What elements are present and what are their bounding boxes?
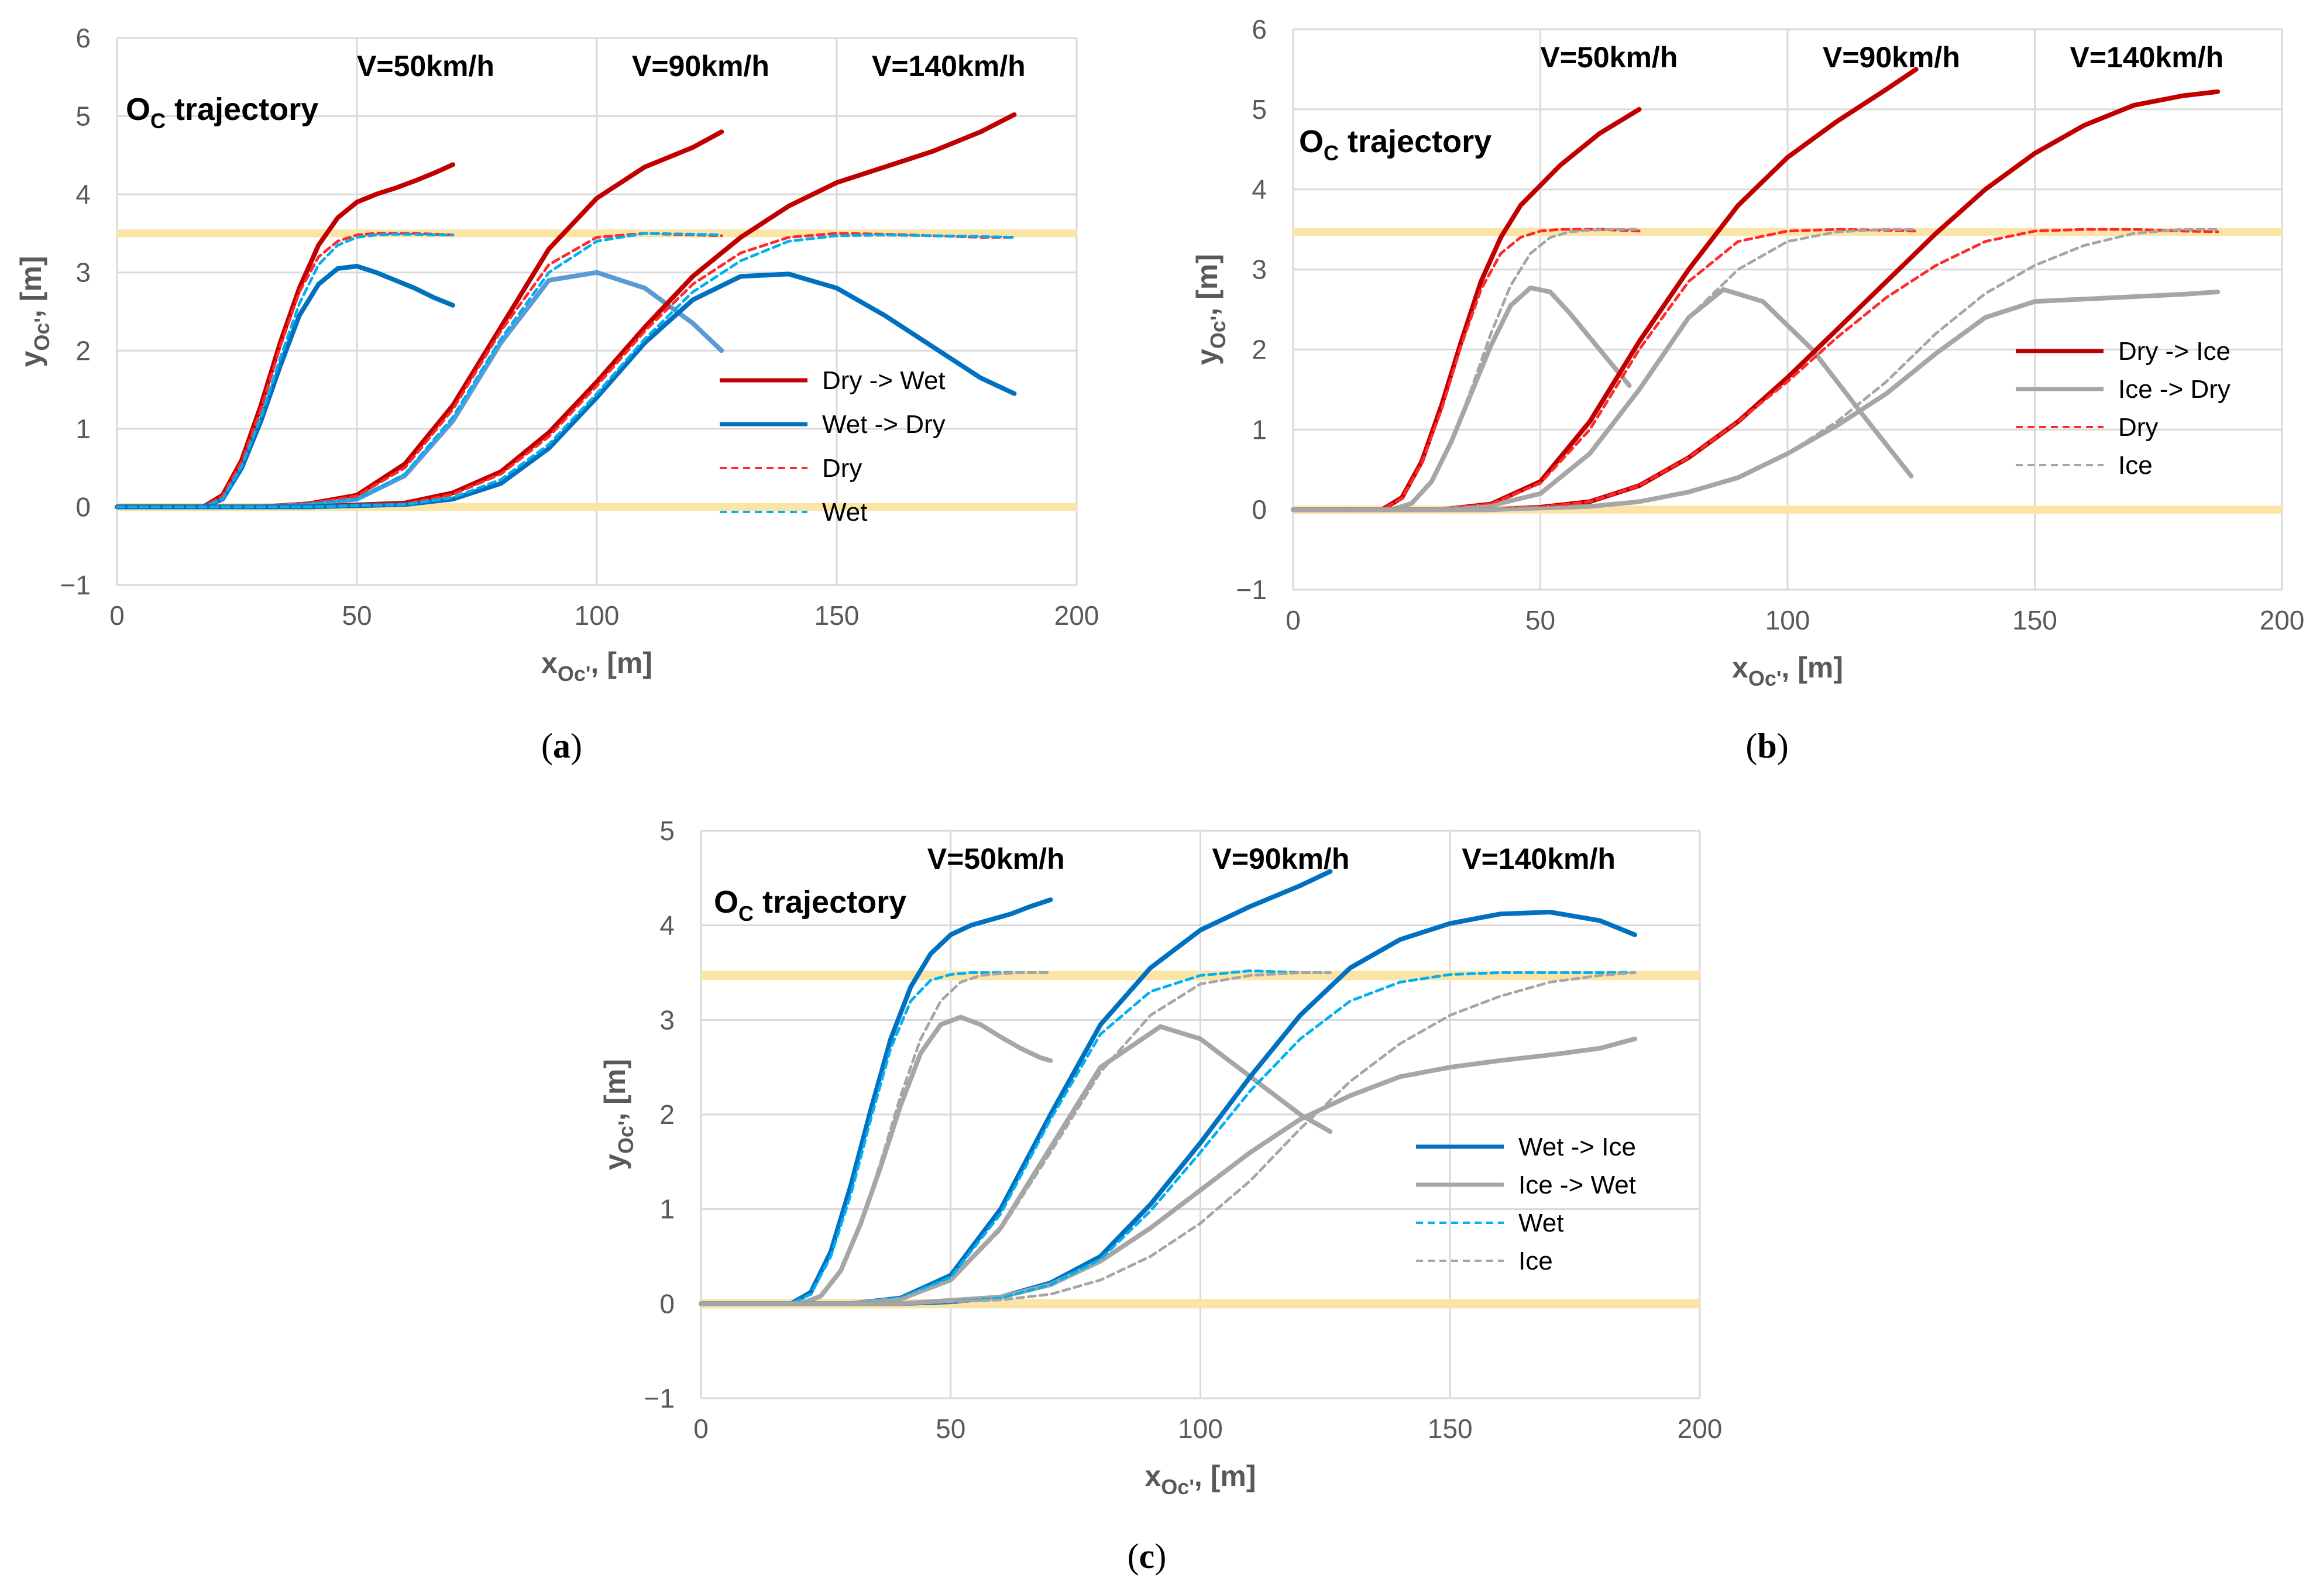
speed-label: V=140km/h [1462,842,1616,875]
y-tick-label: 6 [1252,14,1267,44]
panel-label: (a) [541,727,582,765]
series-line [699,1014,1053,1306]
series-line [1291,106,1642,512]
series-line [1291,228,1918,511]
chart-title: OC trajectory [1299,124,1491,165]
chart-panel-b: 0 50 100 150 200 −1 0 1 2 3 4 5 6 xOc', [m] yOc', [m] V… [1191,14,2304,765]
legend-label: Wet -> Dry [822,410,946,439]
y-tick-label: −1 [1236,575,1267,605]
legend-label: Wet -> Ice [1518,1133,1636,1161]
x-axis-label: xOc', [m] [1732,651,1843,690]
speed-label: V=50km/h [927,842,1065,875]
series-line [1291,228,1918,511]
legend-label: Ice [2118,451,2153,480]
series-line [699,971,1637,1305]
legend-label: Ice -> Dry [2118,375,2230,404]
chart-title: OC trajectory [714,885,906,926]
series-line [1291,228,2219,511]
y-axis-label: yOc', [m] [599,1059,638,1170]
speed-label: V=140km/h [2070,41,2224,74]
series-line [1291,228,2219,511]
x-axis-label: xOc', [m] [541,646,652,686]
x-axis-label: xOc', [m] [1145,1460,1256,1499]
x-tick-label: 150 [2012,605,2057,635]
chart-panel-a: 0 50 100 150 200 −1 0 1 2 3 4 5 6 xOc', [m] yOc', [m] V… [15,23,1099,765]
x-tick-label: 0 [109,600,125,631]
y-tick-label: 4 [659,910,675,941]
speed-label: V=50km/h [357,50,494,82]
y-tick-label: 0 [1252,494,1267,525]
y-tick-label: 4 [75,179,91,209]
y-tick-label: −1 [60,570,91,600]
series-line [115,233,1016,508]
series-line [115,232,455,508]
speed-label: V=90km/h [1823,41,1960,74]
series-line [115,232,723,508]
legend-label: Dry -> Ice [2118,337,2230,366]
y-tick-label: 1 [659,1194,675,1224]
series-line [1291,286,1632,512]
legend-label: Ice -> Wet [1518,1171,1636,1199]
legend-label: Wet [822,498,867,527]
x-tick-label: 50 [342,600,372,631]
panel-label: (b) [1745,727,1788,765]
panel-label: (c) [1128,1537,1167,1576]
y-tick-label: 6 [75,23,91,53]
y-tick-label: 0 [75,491,91,522]
y-tick-label: 1 [75,414,91,444]
x-tick-label: 0 [693,1413,709,1444]
x-tick-label: 200 [1678,1413,1723,1444]
y-tick-label: 2 [659,1099,675,1130]
chart-title: OC trajectory [126,92,318,133]
series-line [1291,228,1641,511]
series-line [699,971,1637,1305]
y-axis-label: yOc', [m] [15,256,54,367]
legend-label: Dry -> Wet [822,366,946,395]
series-line [115,232,1016,508]
y-tick-label: 0 [659,1288,675,1319]
x-tick-label: 100 [1178,1413,1223,1444]
speed-label: V=90km/h [1212,842,1350,875]
series-line [115,232,723,508]
speed-label: V=90km/h [632,50,769,82]
y-tick-label: 4 [1252,174,1267,205]
x-tick-label: 200 [1054,600,1099,631]
y-tick-label: −1 [644,1383,675,1413]
series-line [699,971,1052,1305]
y-tick-label: 2 [1252,334,1267,364]
series-line [115,112,1017,510]
legend-label: Dry [822,454,862,483]
x-tick-label: 100 [1765,605,1810,635]
x-tick-label: 200 [2260,605,2305,635]
legend-label: Dry [2118,413,2158,442]
y-tick-label: 5 [75,101,91,132]
series-line [699,971,1332,1305]
legend-label: Ice [1518,1247,1553,1275]
x-tick-label: 150 [814,600,860,631]
series-line [699,971,1052,1305]
y-tick-label: 2 [75,335,91,366]
series-line [699,1036,1637,1306]
y-tick-label: 3 [659,1005,675,1035]
y-axis-label: yOc', [m] [1191,254,1230,365]
series-line [699,869,1333,1306]
x-tick-label: 0 [1286,605,1301,635]
y-tick-label: 5 [659,816,675,846]
y-tick-label: 1 [1252,414,1267,445]
speed-label: V=50km/h [1541,41,1678,74]
legend-label: Wet [1518,1209,1563,1237]
chart-panel-c: 0 50 100 150 200 −1 0 1 2 3 4 5 xOc', [m] yOc', [m] V=… [599,816,1722,1576]
series-line [115,270,724,510]
x-tick-label: 50 [936,1413,965,1444]
series-line [1291,228,1641,511]
speed-label: V=140km/h [872,50,1026,82]
y-tick-label: 3 [1252,254,1267,285]
y-tick-label: 3 [75,257,91,288]
x-tick-label: 150 [1428,1413,1473,1444]
x-tick-label: 100 [575,600,620,631]
x-tick-label: 50 [1525,605,1555,635]
y-tick-label: 5 [1252,94,1267,125]
